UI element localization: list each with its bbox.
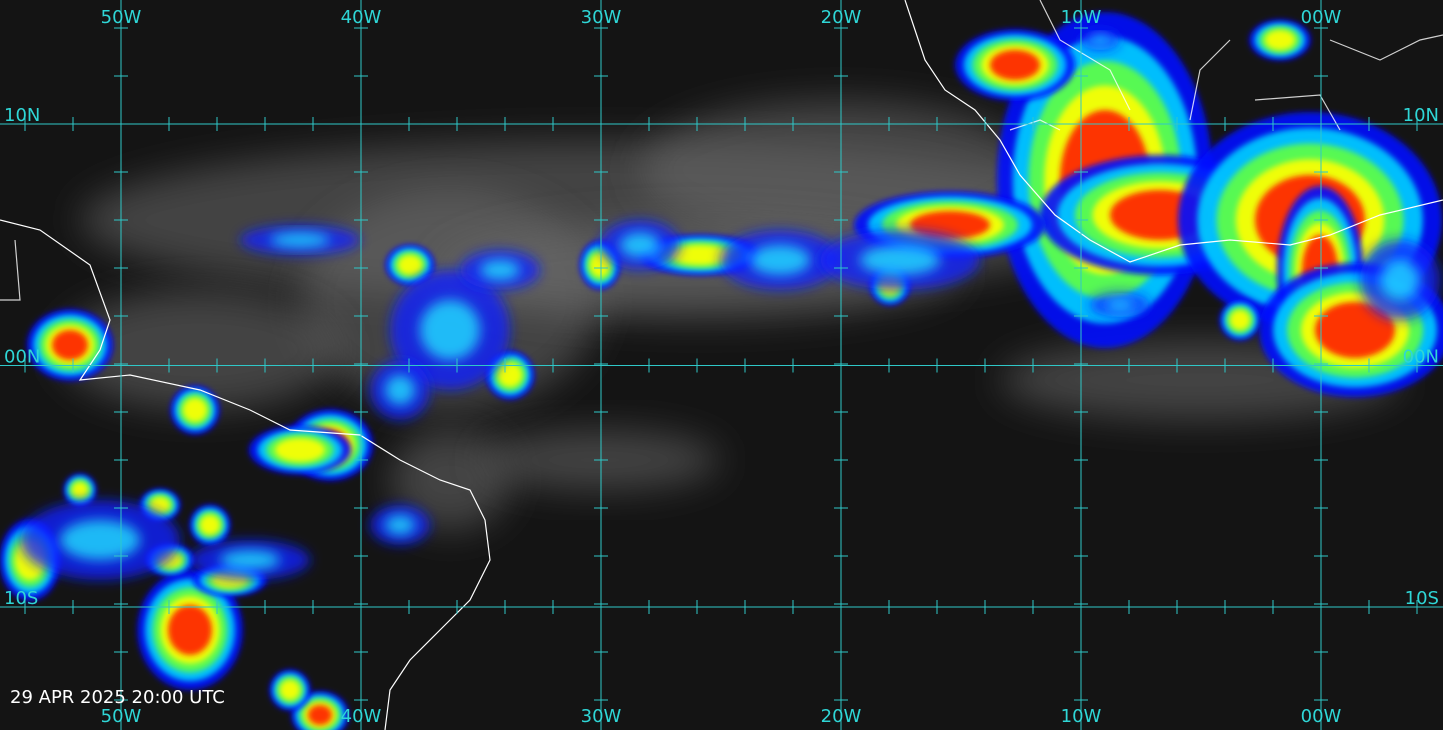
cold-cloud-core <box>385 515 415 535</box>
convective-cloud <box>280 680 300 700</box>
convective-cloud <box>1265 30 1295 50</box>
cold-cloud-core <box>860 245 940 275</box>
convective-cloud <box>590 253 610 277</box>
lon-label-bottom: 30W <box>581 706 622 727</box>
convective-cloud <box>308 705 332 725</box>
cold-cloud-core <box>480 260 520 280</box>
convective-cloud <box>910 211 990 239</box>
convective-cloud <box>1315 302 1395 358</box>
lat-label-left: 00N <box>4 347 40 368</box>
cold-cloud-core <box>385 375 415 405</box>
cold-cloud-core <box>1090 35 1110 45</box>
convective-cloud <box>1230 310 1250 330</box>
convective-cloud <box>183 398 207 422</box>
convective-cloud <box>990 50 1040 80</box>
border-lines <box>0 0 1443 301</box>
cold-cloud-core <box>270 232 330 248</box>
grid-labels: 50W 50W 40W 40W 30W 30W 20W 20W 10W 10W 00W 00W 10N 1… <box>4 7 1439 727</box>
lon-label-bottom: 40W <box>341 706 382 727</box>
timestamp: 29 APR 2025 20:00 UTC <box>10 687 225 708</box>
cold-cloud-core <box>750 245 810 275</box>
cold-cloud-core <box>60 520 140 560</box>
lon-label-top: 20W <box>821 7 862 28</box>
lat-label-left: 10S <box>4 588 38 609</box>
cloud-layer <box>0 12 1443 730</box>
convective-cloud <box>52 330 88 360</box>
lon-label-top: 40W <box>341 7 382 28</box>
cold-cloud-core <box>220 550 280 570</box>
coastline-africa <box>904 0 1443 263</box>
convective-cloud <box>168 605 212 655</box>
cold-cloud-core <box>1380 260 1420 300</box>
cloud-haze <box>60 290 340 410</box>
convective-cloud <box>150 497 170 513</box>
lon-label-top: 30W <box>581 7 622 28</box>
convective-cloud <box>200 515 220 535</box>
convective-cloud <box>72 482 88 498</box>
lon-label-bottom: 20W <box>821 706 862 727</box>
lat-label-right: 00N <box>1403 347 1439 368</box>
cloud-haze <box>390 430 510 530</box>
cold-cloud-core <box>420 300 480 360</box>
convective-cloud <box>275 438 325 462</box>
lon-label-top: 00W <box>1301 7 1342 28</box>
convective-cloud <box>398 255 422 275</box>
lat-label-left: 10N <box>4 105 40 126</box>
lon-label-bottom: 50W <box>101 706 142 727</box>
lat-label-right: 10S <box>1405 588 1439 609</box>
coastline-south-america <box>0 219 491 730</box>
convective-cloud <box>670 245 730 265</box>
lat-label-right: 10N <box>1403 105 1439 126</box>
lon-label-top: 10W <box>1061 7 1102 28</box>
lon-label-top: 50W <box>101 7 142 28</box>
convective-cloud <box>498 363 522 387</box>
lon-label-bottom: 00W <box>1301 706 1342 727</box>
lon-label-bottom: 10W <box>1061 706 1102 727</box>
cold-cloud-core <box>620 232 660 258</box>
cold-cloud-core <box>1105 299 1135 311</box>
